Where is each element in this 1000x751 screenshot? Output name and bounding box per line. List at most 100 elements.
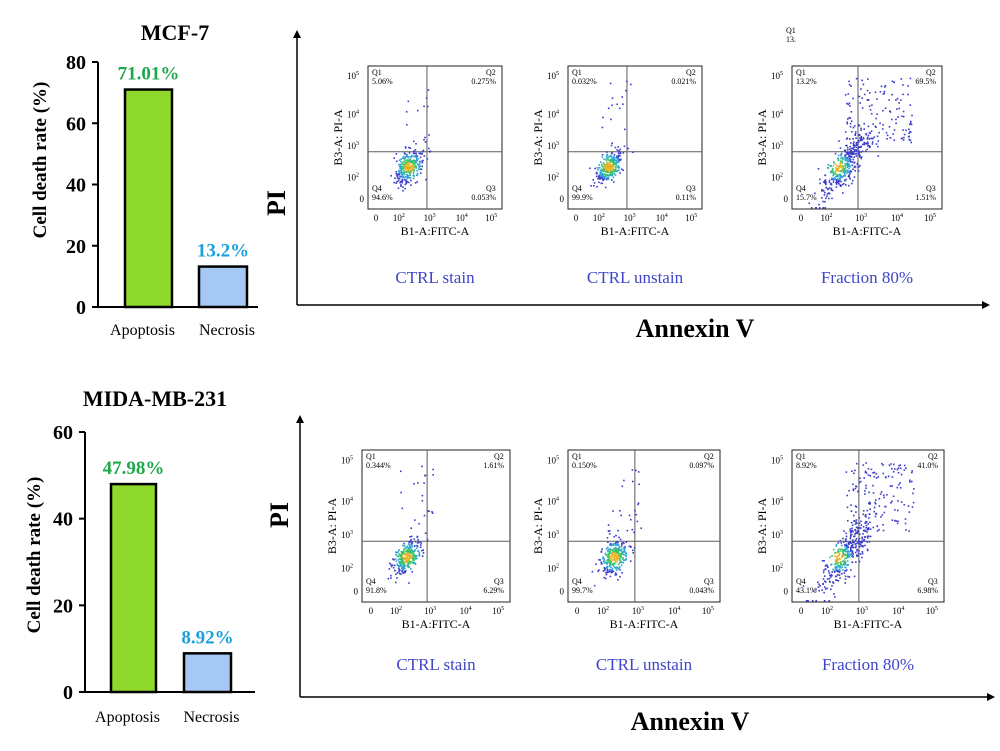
event-dot bbox=[840, 567, 842, 569]
event-dot bbox=[896, 97, 899, 100]
event-dot bbox=[402, 559, 405, 562]
event-dot bbox=[607, 559, 610, 561]
event-dot bbox=[867, 535, 870, 537]
event-dot bbox=[406, 153, 408, 156]
event-dot bbox=[426, 105, 429, 108]
plot-x-tick-label: 104 bbox=[668, 606, 680, 616]
event-dot bbox=[397, 173, 399, 176]
event-dot bbox=[628, 514, 631, 517]
event-dot bbox=[604, 175, 607, 178]
event-dot bbox=[839, 166, 842, 168]
event-dot bbox=[834, 172, 836, 174]
event-dot bbox=[415, 156, 418, 158]
event-dot bbox=[609, 162, 611, 164]
event-dot bbox=[859, 533, 861, 536]
event-dot bbox=[424, 136, 426, 139]
event-dot bbox=[409, 541, 411, 544]
event-dot bbox=[614, 558, 617, 561]
event-dot bbox=[839, 174, 841, 177]
outer-y-arrow bbox=[293, 30, 301, 38]
event-dot bbox=[604, 568, 606, 571]
event-dot bbox=[895, 122, 897, 125]
event-dot bbox=[844, 165, 846, 167]
event-dot bbox=[897, 467, 900, 469]
event-dot bbox=[836, 561, 838, 564]
event-dot bbox=[855, 149, 858, 151]
event-dot bbox=[413, 538, 416, 540]
event-dot bbox=[845, 184, 847, 186]
event-dot bbox=[837, 167, 839, 170]
event-dot bbox=[411, 546, 413, 548]
outer-x-arrow bbox=[987, 693, 995, 701]
event-dot bbox=[598, 569, 600, 571]
event-dot bbox=[882, 93, 885, 95]
event-dot bbox=[863, 538, 866, 541]
event-dot bbox=[891, 93, 893, 96]
event-dot bbox=[393, 564, 396, 567]
event-dot bbox=[865, 521, 868, 523]
event-dot bbox=[619, 557, 621, 559]
event-dot bbox=[620, 551, 623, 553]
event-dot bbox=[410, 560, 412, 563]
event-dot bbox=[617, 556, 620, 558]
event-dot bbox=[898, 464, 900, 467]
event-dot bbox=[407, 176, 409, 179]
event-dot bbox=[852, 126, 855, 129]
event-dot bbox=[620, 555, 622, 557]
quadrant-value-q1: 0.344% bbox=[366, 461, 391, 470]
bar-value-label: 8.92% bbox=[181, 627, 233, 648]
event-dot bbox=[600, 170, 603, 173]
event-dot bbox=[834, 559, 837, 562]
event-dot bbox=[416, 535, 419, 538]
event-dot bbox=[637, 471, 640, 473]
event-dot bbox=[413, 163, 415, 165]
event-dot bbox=[874, 125, 877, 128]
event-dot bbox=[839, 184, 841, 186]
event-dot bbox=[832, 170, 835, 173]
event-dot bbox=[860, 139, 863, 142]
event-dot bbox=[610, 544, 612, 547]
event-dot bbox=[392, 567, 395, 569]
event-dot bbox=[853, 520, 856, 522]
event-dot bbox=[622, 550, 625, 553]
event-dot bbox=[400, 180, 402, 183]
event-dot bbox=[407, 160, 410, 162]
event-dot bbox=[886, 134, 889, 137]
event-dot bbox=[863, 93, 866, 96]
quadrant-value-q2: 0.097% bbox=[689, 461, 714, 470]
event-dot bbox=[602, 570, 605, 572]
event-dot bbox=[625, 555, 627, 558]
event-dot bbox=[824, 588, 827, 590]
event-dot bbox=[817, 581, 819, 584]
event-dot bbox=[411, 545, 413, 547]
event-dot bbox=[862, 545, 864, 548]
plot-y-tick-label: 104 bbox=[771, 497, 783, 507]
event-dot bbox=[614, 559, 616, 562]
event-dot bbox=[841, 554, 843, 557]
event-dot bbox=[842, 560, 845, 562]
event-dot bbox=[908, 132, 910, 134]
event-dot bbox=[401, 556, 404, 558]
event-dot bbox=[860, 137, 862, 140]
event-dot bbox=[600, 561, 602, 564]
event-dot bbox=[396, 177, 399, 179]
event-dot bbox=[909, 123, 911, 126]
event-dot bbox=[415, 166, 418, 168]
plot-x-tick-label: 104 bbox=[456, 213, 468, 223]
event-dot bbox=[634, 509, 636, 512]
event-dot bbox=[619, 560, 622, 563]
event-dot bbox=[403, 171, 406, 173]
event-dot bbox=[841, 553, 844, 556]
event-dot bbox=[404, 553, 407, 555]
event-dot bbox=[909, 104, 912, 106]
event-dot bbox=[607, 557, 610, 559]
event-dot bbox=[868, 541, 871, 543]
event-dot bbox=[840, 174, 842, 177]
event-dot bbox=[425, 97, 428, 99]
plot-x-tick-label: 103 bbox=[424, 213, 436, 223]
event-dot bbox=[846, 159, 849, 162]
event-dot bbox=[408, 554, 410, 556]
event-dot bbox=[830, 165, 833, 167]
event-dot bbox=[400, 558, 402, 561]
